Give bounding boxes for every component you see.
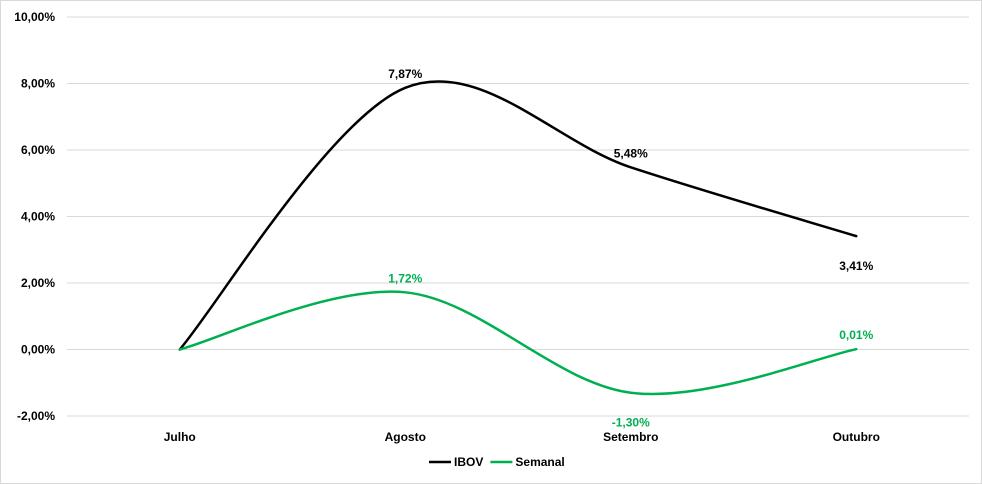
x-tick-label: Agosto	[385, 430, 426, 444]
y-tick-label: 6,00%	[21, 143, 55, 157]
y-axis: -2,00% 0,00% 2,00% 4,00% 6,00% 8,00% 10,00%	[14, 10, 55, 423]
x-tick-label: Julho	[164, 430, 196, 444]
legend-label: Semanal	[515, 455, 564, 469]
y-tick-label: 10,00%	[14, 10, 55, 24]
data-label: 0,01%	[839, 328, 873, 342]
data-labels: 7,87% 5,48% 3,41% 1,72% -1,30% 0,01%	[388, 67, 873, 430]
y-tick-label: 8,00%	[21, 77, 55, 91]
x-tick-label: Setembro	[603, 430, 658, 444]
x-axis: Julho Agosto Setembro Outubro	[164, 430, 880, 444]
legend: IBOV Semanal	[429, 455, 565, 469]
x-tick-label: Outubro	[833, 430, 880, 444]
gridlines	[67, 16, 969, 417]
data-label: 5,48%	[614, 146, 648, 160]
series-line-semanal	[178, 290, 858, 396]
series-line-ibov	[178, 80, 858, 351]
y-tick-label: 0,00%	[21, 343, 55, 357]
data-label: 1,72%	[388, 271, 422, 285]
y-tick-label: 4,00%	[21, 210, 55, 224]
legend-label: IBOV	[454, 455, 483, 469]
y-tick-label: -2,00%	[17, 409, 55, 423]
data-label: 7,87%	[388, 67, 422, 81]
series-lines	[178, 80, 858, 396]
data-label: -1,30%	[612, 416, 650, 430]
data-label: 3,41%	[839, 259, 873, 273]
y-tick-label: 2,00%	[21, 276, 55, 290]
